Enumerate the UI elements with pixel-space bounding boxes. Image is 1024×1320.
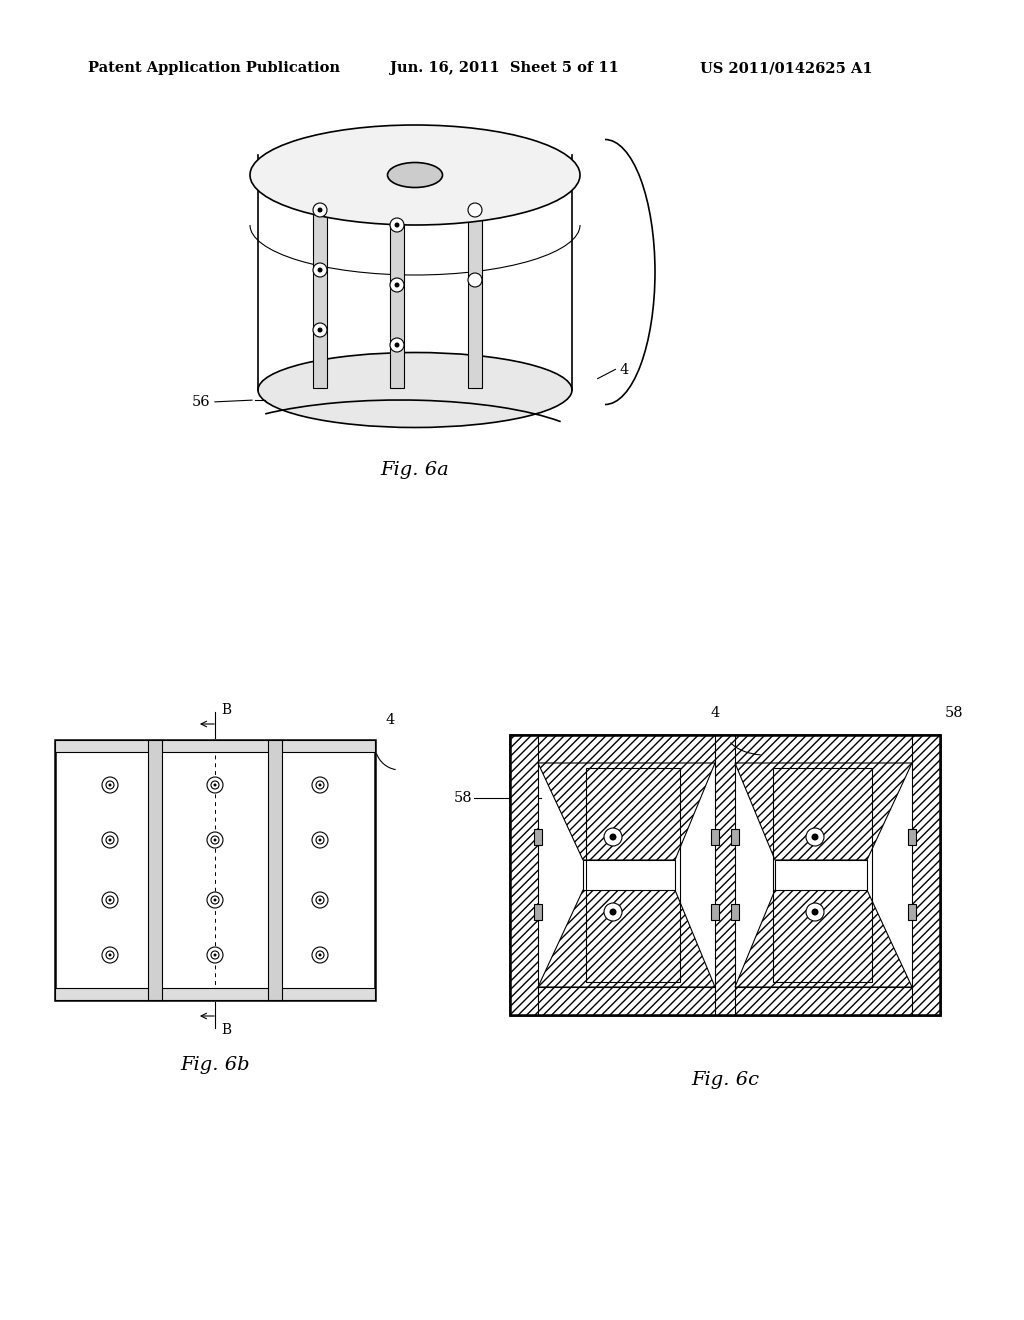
Bar [773,768,872,982]
Circle shape [109,953,112,957]
Ellipse shape [387,162,442,187]
Bar [510,735,538,1015]
Bar [510,735,940,1015]
Circle shape [806,828,824,846]
Bar [586,768,680,982]
Circle shape [394,282,399,288]
Bar [534,829,542,845]
Circle shape [811,833,818,841]
Circle shape [102,892,118,908]
Bar [148,741,162,1001]
Ellipse shape [250,125,580,224]
Bar [731,829,739,845]
Polygon shape [735,763,912,861]
Bar [908,904,916,920]
Circle shape [109,838,112,842]
Text: Fig. 6b: Fig. 6b [180,1056,250,1074]
Text: 58: 58 [945,706,964,719]
Text: B: B [221,1023,231,1038]
Bar [715,735,735,1015]
Circle shape [313,323,327,337]
Bar [313,157,327,388]
Circle shape [318,953,322,957]
Circle shape [468,203,482,216]
Bar [912,735,940,1015]
Text: US 2011/0142625 A1: US 2011/0142625 A1 [700,61,872,75]
Bar [510,987,940,1015]
Bar [534,904,542,920]
Circle shape [313,203,327,216]
Circle shape [390,218,404,232]
Bar [731,904,739,920]
Circle shape [317,268,323,272]
Circle shape [394,223,399,227]
Circle shape [109,784,112,787]
Circle shape [318,899,322,902]
Circle shape [109,899,112,902]
Circle shape [213,784,216,787]
Circle shape [102,946,118,964]
Circle shape [609,833,616,841]
Bar [583,861,675,890]
Text: 4: 4 [385,713,394,727]
Circle shape [312,777,328,793]
Circle shape [312,832,328,847]
Bar [775,861,867,890]
Bar [711,904,719,920]
Circle shape [811,908,818,916]
Bar [390,157,404,388]
Circle shape [390,338,404,352]
Text: Patent Application Publication: Patent Application Publication [88,61,340,75]
Text: Fig. 6c: Fig. 6c [691,1071,759,1089]
Polygon shape [538,763,715,861]
Circle shape [394,342,399,347]
Polygon shape [735,890,912,987]
Bar [55,741,375,1001]
Text: 56: 56 [191,395,210,409]
Circle shape [317,207,323,213]
Circle shape [312,892,328,908]
Circle shape [207,777,223,793]
Circle shape [312,946,328,964]
Circle shape [213,838,216,842]
Bar [468,157,482,388]
Circle shape [468,273,482,286]
Text: Fig. 6a: Fig. 6a [381,461,450,479]
Bar [55,987,375,1001]
Circle shape [604,903,622,921]
Circle shape [207,892,223,908]
Text: 4: 4 [620,363,630,378]
Bar [711,829,719,845]
Text: 4: 4 [711,706,720,719]
Circle shape [102,777,118,793]
Text: 58: 58 [454,791,472,805]
Circle shape [313,263,327,277]
Bar [908,829,916,845]
Circle shape [207,946,223,964]
Circle shape [317,327,323,333]
Bar [268,741,282,1001]
Circle shape [390,279,404,292]
Circle shape [213,899,216,902]
Circle shape [604,828,622,846]
Circle shape [806,903,824,921]
Text: B: B [221,704,231,717]
Circle shape [318,784,322,787]
Circle shape [318,838,322,842]
Circle shape [207,832,223,847]
Bar [55,741,375,752]
Bar [510,735,940,763]
Circle shape [102,832,118,847]
Polygon shape [538,890,715,987]
Circle shape [213,953,216,957]
Bar [510,735,940,1015]
Circle shape [609,908,616,916]
Ellipse shape [258,352,572,428]
Polygon shape [258,154,572,389]
Text: Jun. 16, 2011  Sheet 5 of 11: Jun. 16, 2011 Sheet 5 of 11 [390,61,618,75]
